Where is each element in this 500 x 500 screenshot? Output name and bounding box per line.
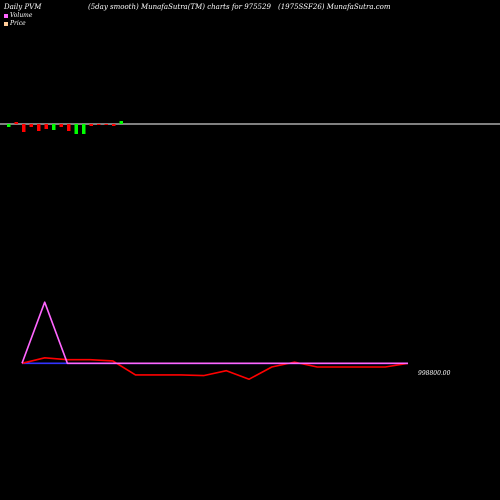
- legend-price-label: Price: [10, 20, 26, 27]
- price-series-line: [21, 356, 409, 381]
- volume-bar: [67, 124, 71, 131]
- legend-price: Price: [4, 20, 26, 27]
- volume-bar: [74, 124, 78, 134]
- volume-bar: [52, 124, 56, 130]
- price-series-line: [21, 301, 408, 365]
- volume-bar: [37, 124, 41, 131]
- volume-bar: [29, 124, 33, 127]
- legend-price-swatch: [4, 21, 8, 26]
- volume-bar: [97, 124, 101, 125]
- volume-bar: [22, 124, 26, 132]
- price-axis-label: 998800.00: [418, 370, 451, 377]
- volume-bar: [14, 122, 18, 124]
- chart-title-right: (1975SSF26) MunafaSutra.com: [278, 3, 391, 11]
- legend-volume-label: Volume: [10, 12, 33, 19]
- price-panel: [21, 301, 409, 381]
- volume-bar: [7, 124, 11, 127]
- volume-bar: [119, 121, 123, 124]
- volume-panel: [0, 121, 500, 134]
- volume-bar: [104, 124, 108, 125]
- volume-bar: [59, 124, 63, 127]
- volume-bar: [112, 124, 116, 126]
- chart-title-mid: (5day smooth) MunafaSutra(TM) charts for…: [88, 3, 271, 11]
- chart-title-left: Daily PVM: [4, 3, 42, 11]
- volume-bar: [82, 124, 86, 134]
- volume-bar: [89, 124, 93, 126]
- legend-volume-swatch: [4, 13, 8, 18]
- legend-volume: Volume: [4, 12, 32, 19]
- volume-bar: [44, 124, 48, 129]
